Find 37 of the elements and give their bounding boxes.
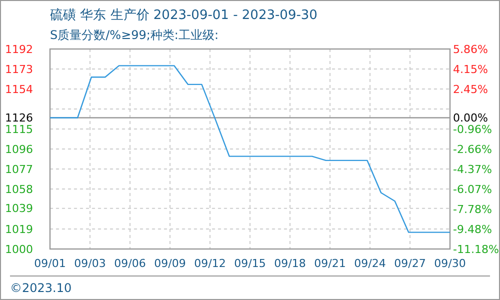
x-tick-label: 09/12: [194, 257, 226, 270]
x-tick-label: 09/30: [434, 257, 466, 270]
x-tick-label: 09/09: [154, 257, 186, 270]
y-tick-label: 1039: [5, 202, 33, 216]
y2-tick-label: -2.66%: [453, 142, 492, 156]
x-tick-label: 09/01: [34, 257, 66, 270]
text: ©2023.10: [10, 281, 72, 295]
chart-subtitle: S质量分数/%≥99;种类:工业级:: [50, 28, 219, 42]
y2-tick-label: 5.86%: [453, 42, 488, 56]
x-tick-label: 09/15: [234, 257, 266, 270]
x-tick-label: 09/06: [114, 257, 146, 270]
y-tick-label: 1000: [5, 242, 33, 256]
y-tick-label: 1077: [5, 162, 33, 176]
y-tick-label: 1096: [5, 142, 33, 156]
y-tick-label: 1173: [5, 62, 33, 76]
y2-tick-label: -0.96%: [453, 122, 492, 136]
y2-tick-label: -11.18%: [453, 242, 499, 256]
y-tick-label: 1058: [5, 182, 33, 196]
y2-tick-label: -7.78%: [453, 202, 492, 216]
y2-tick-label: 2.45%: [453, 82, 488, 96]
x-tick-label: 09/24: [354, 257, 386, 270]
y2-tick-label: -9.48%: [453, 222, 492, 236]
x-tick-label: 09/27: [394, 257, 426, 270]
y2-tick-label: 4.15%: [453, 62, 488, 76]
y2-tick-label: -6.07%: [453, 182, 492, 196]
y2-tick-label: 0.00%: [453, 112, 488, 125]
y-tick-label: 1126: [5, 112, 33, 125]
chart-title: 硫磺 华东 生产价 2023-09-01 - 2023-09-30: [50, 8, 318, 23]
line-series: [49, 65, 451, 233]
x-tick-label: 09/18: [274, 257, 306, 270]
x-tick-label: 09/21: [314, 257, 346, 270]
y-tick-label: 1115: [5, 122, 33, 136]
y-tick-label: 1019: [5, 222, 33, 236]
y-tick-label: 1154: [5, 82, 33, 96]
y-tick-label: 1192: [5, 42, 33, 56]
x-tick-label: 09/03: [74, 257, 106, 270]
y2-tick-label: -4.37%: [453, 162, 492, 176]
